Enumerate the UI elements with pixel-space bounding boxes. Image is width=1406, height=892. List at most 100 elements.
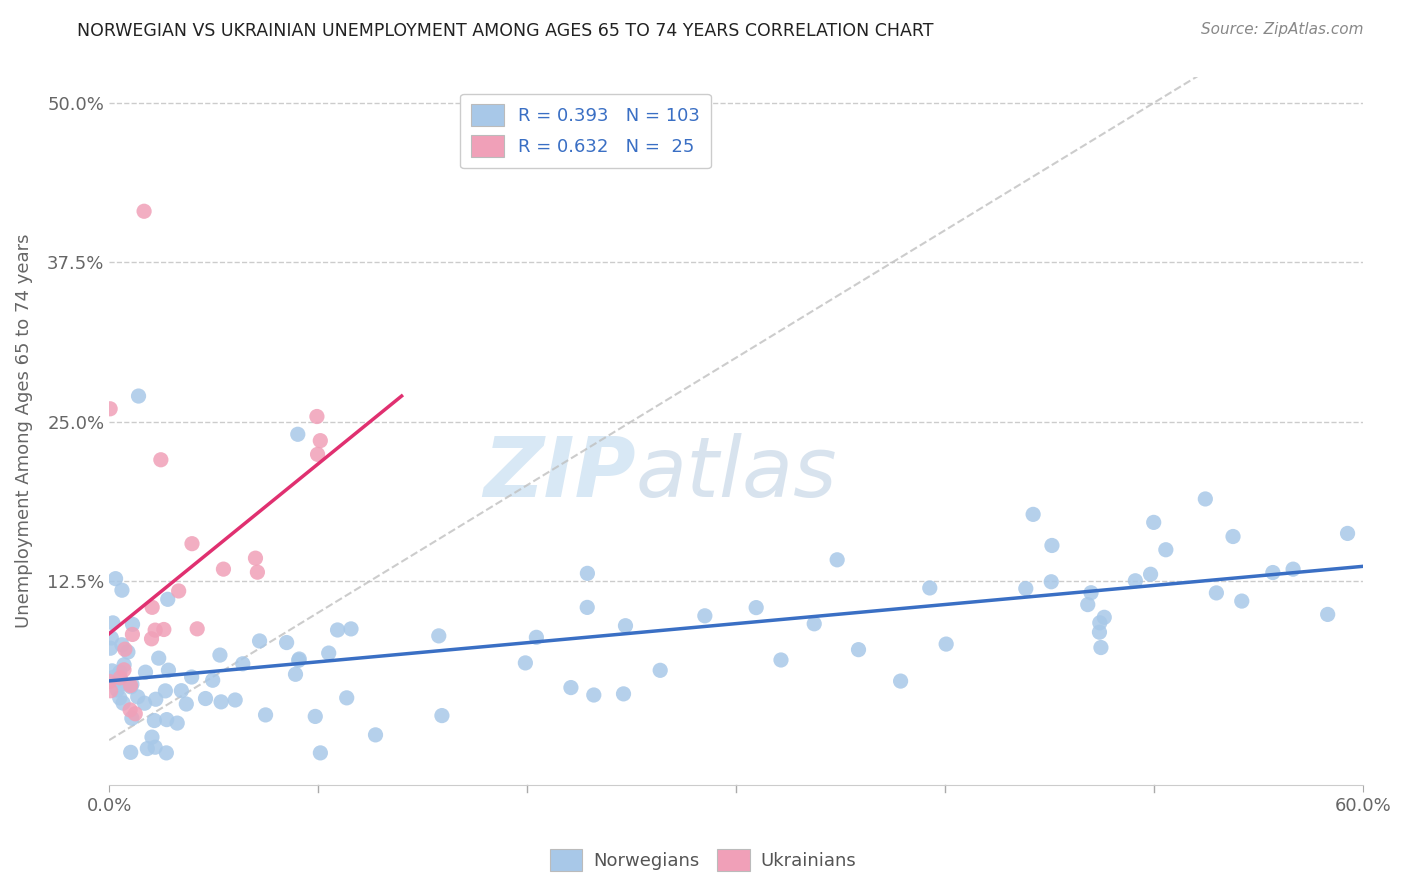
Point (212, 562, 235, 576)
Point (918, 581, 941, 595)
Point (304, 709, 326, 723)
Point (1230, 594, 1253, 608)
Point (100, 641, 122, 656)
Point (111, 676, 134, 690)
Point (134, 665, 156, 680)
Point (209, 695, 232, 709)
Point (1194, 491, 1216, 506)
Legend: R = 0.393   N = 103, R = 0.632   N =  25: R = 0.393 N = 103, R = 0.632 N = 25 (460, 94, 710, 169)
Point (1316, 607, 1339, 622)
Point (108, 690, 131, 705)
Point (201, 673, 224, 688)
Point (111, 583, 134, 598)
Point (1088, 615, 1111, 630)
Point (1261, 566, 1284, 580)
Point (254, 707, 277, 722)
Point (287, 653, 309, 667)
Point (309, 434, 332, 448)
Point (121, 711, 143, 725)
Point (124, 706, 146, 721)
Point (1123, 574, 1146, 588)
Point (340, 622, 363, 636)
Point (1088, 625, 1111, 640)
Point (524, 630, 547, 644)
Text: ZIP: ZIP (484, 433, 636, 514)
Point (1090, 640, 1112, 655)
Point (128, 389, 150, 403)
Point (309, 746, 332, 760)
Point (112, 657, 135, 672)
Point (174, 697, 197, 711)
Text: Source: ZipAtlas.com: Source: ZipAtlas.com (1201, 22, 1364, 37)
Point (170, 683, 193, 698)
Point (287, 427, 309, 442)
Point (769, 653, 792, 667)
Point (430, 708, 453, 723)
Point (1154, 542, 1177, 557)
Point (745, 600, 768, 615)
Point (305, 409, 328, 424)
Point (141, 600, 163, 615)
Point (166, 716, 188, 731)
Point (121, 627, 143, 641)
Point (104, 572, 127, 586)
Point (1139, 567, 1161, 582)
Point (1080, 586, 1102, 600)
Text: NORWEGIAN VS UKRAINIAN UNEMPLOYMENT AMONG AGES 65 TO 74 YEARS CORRELATION CHART: NORWEGIAN VS UKRAINIAN UNEMPLOYMENT AMON… (77, 22, 934, 40)
Point (103, 670, 125, 684)
Point (153, 623, 176, 637)
Point (134, 696, 156, 710)
Point (318, 646, 340, 660)
Point (120, 745, 142, 759)
Point (576, 600, 599, 615)
Point (114, 642, 136, 657)
Point (117, 645, 139, 659)
Point (848, 642, 870, 657)
Point (208, 648, 231, 662)
Point (515, 656, 537, 670)
Point (105, 682, 128, 697)
Point (121, 677, 143, 691)
Point (1282, 562, 1305, 576)
Point (112, 696, 135, 710)
Point (1222, 529, 1244, 543)
Point (155, 684, 177, 698)
Point (143, 714, 166, 728)
Text: atlas: atlas (636, 433, 837, 514)
Point (132, 204, 155, 219)
Point (650, 663, 672, 677)
Point (136, 741, 159, 756)
Point (167, 583, 190, 598)
Point (288, 652, 311, 666)
Point (98, 674, 121, 689)
Point (326, 623, 349, 637)
Point (143, 740, 166, 755)
Point (1092, 610, 1115, 624)
Point (890, 674, 912, 689)
Point (614, 618, 637, 632)
Point (194, 691, 217, 706)
Point (120, 678, 142, 692)
Point (111, 638, 134, 652)
Point (576, 566, 599, 581)
Point (427, 629, 450, 643)
Point (108, 671, 131, 685)
Point (1015, 582, 1038, 596)
Point (284, 667, 307, 681)
Point (336, 690, 359, 705)
Point (120, 703, 142, 717)
Legend: Norwegians, Ukrainians: Norwegians, Ukrainians (543, 842, 863, 879)
Point (145, 692, 167, 706)
Point (141, 632, 163, 646)
Point (1143, 516, 1166, 530)
Point (120, 680, 142, 694)
Point (825, 553, 848, 567)
Point (181, 536, 204, 550)
Point (100, 683, 122, 698)
Point (232, 657, 254, 671)
Point (245, 551, 267, 566)
Point (1205, 586, 1227, 600)
Point (101, 615, 124, 630)
Point (249, 634, 271, 648)
Point (180, 670, 202, 684)
